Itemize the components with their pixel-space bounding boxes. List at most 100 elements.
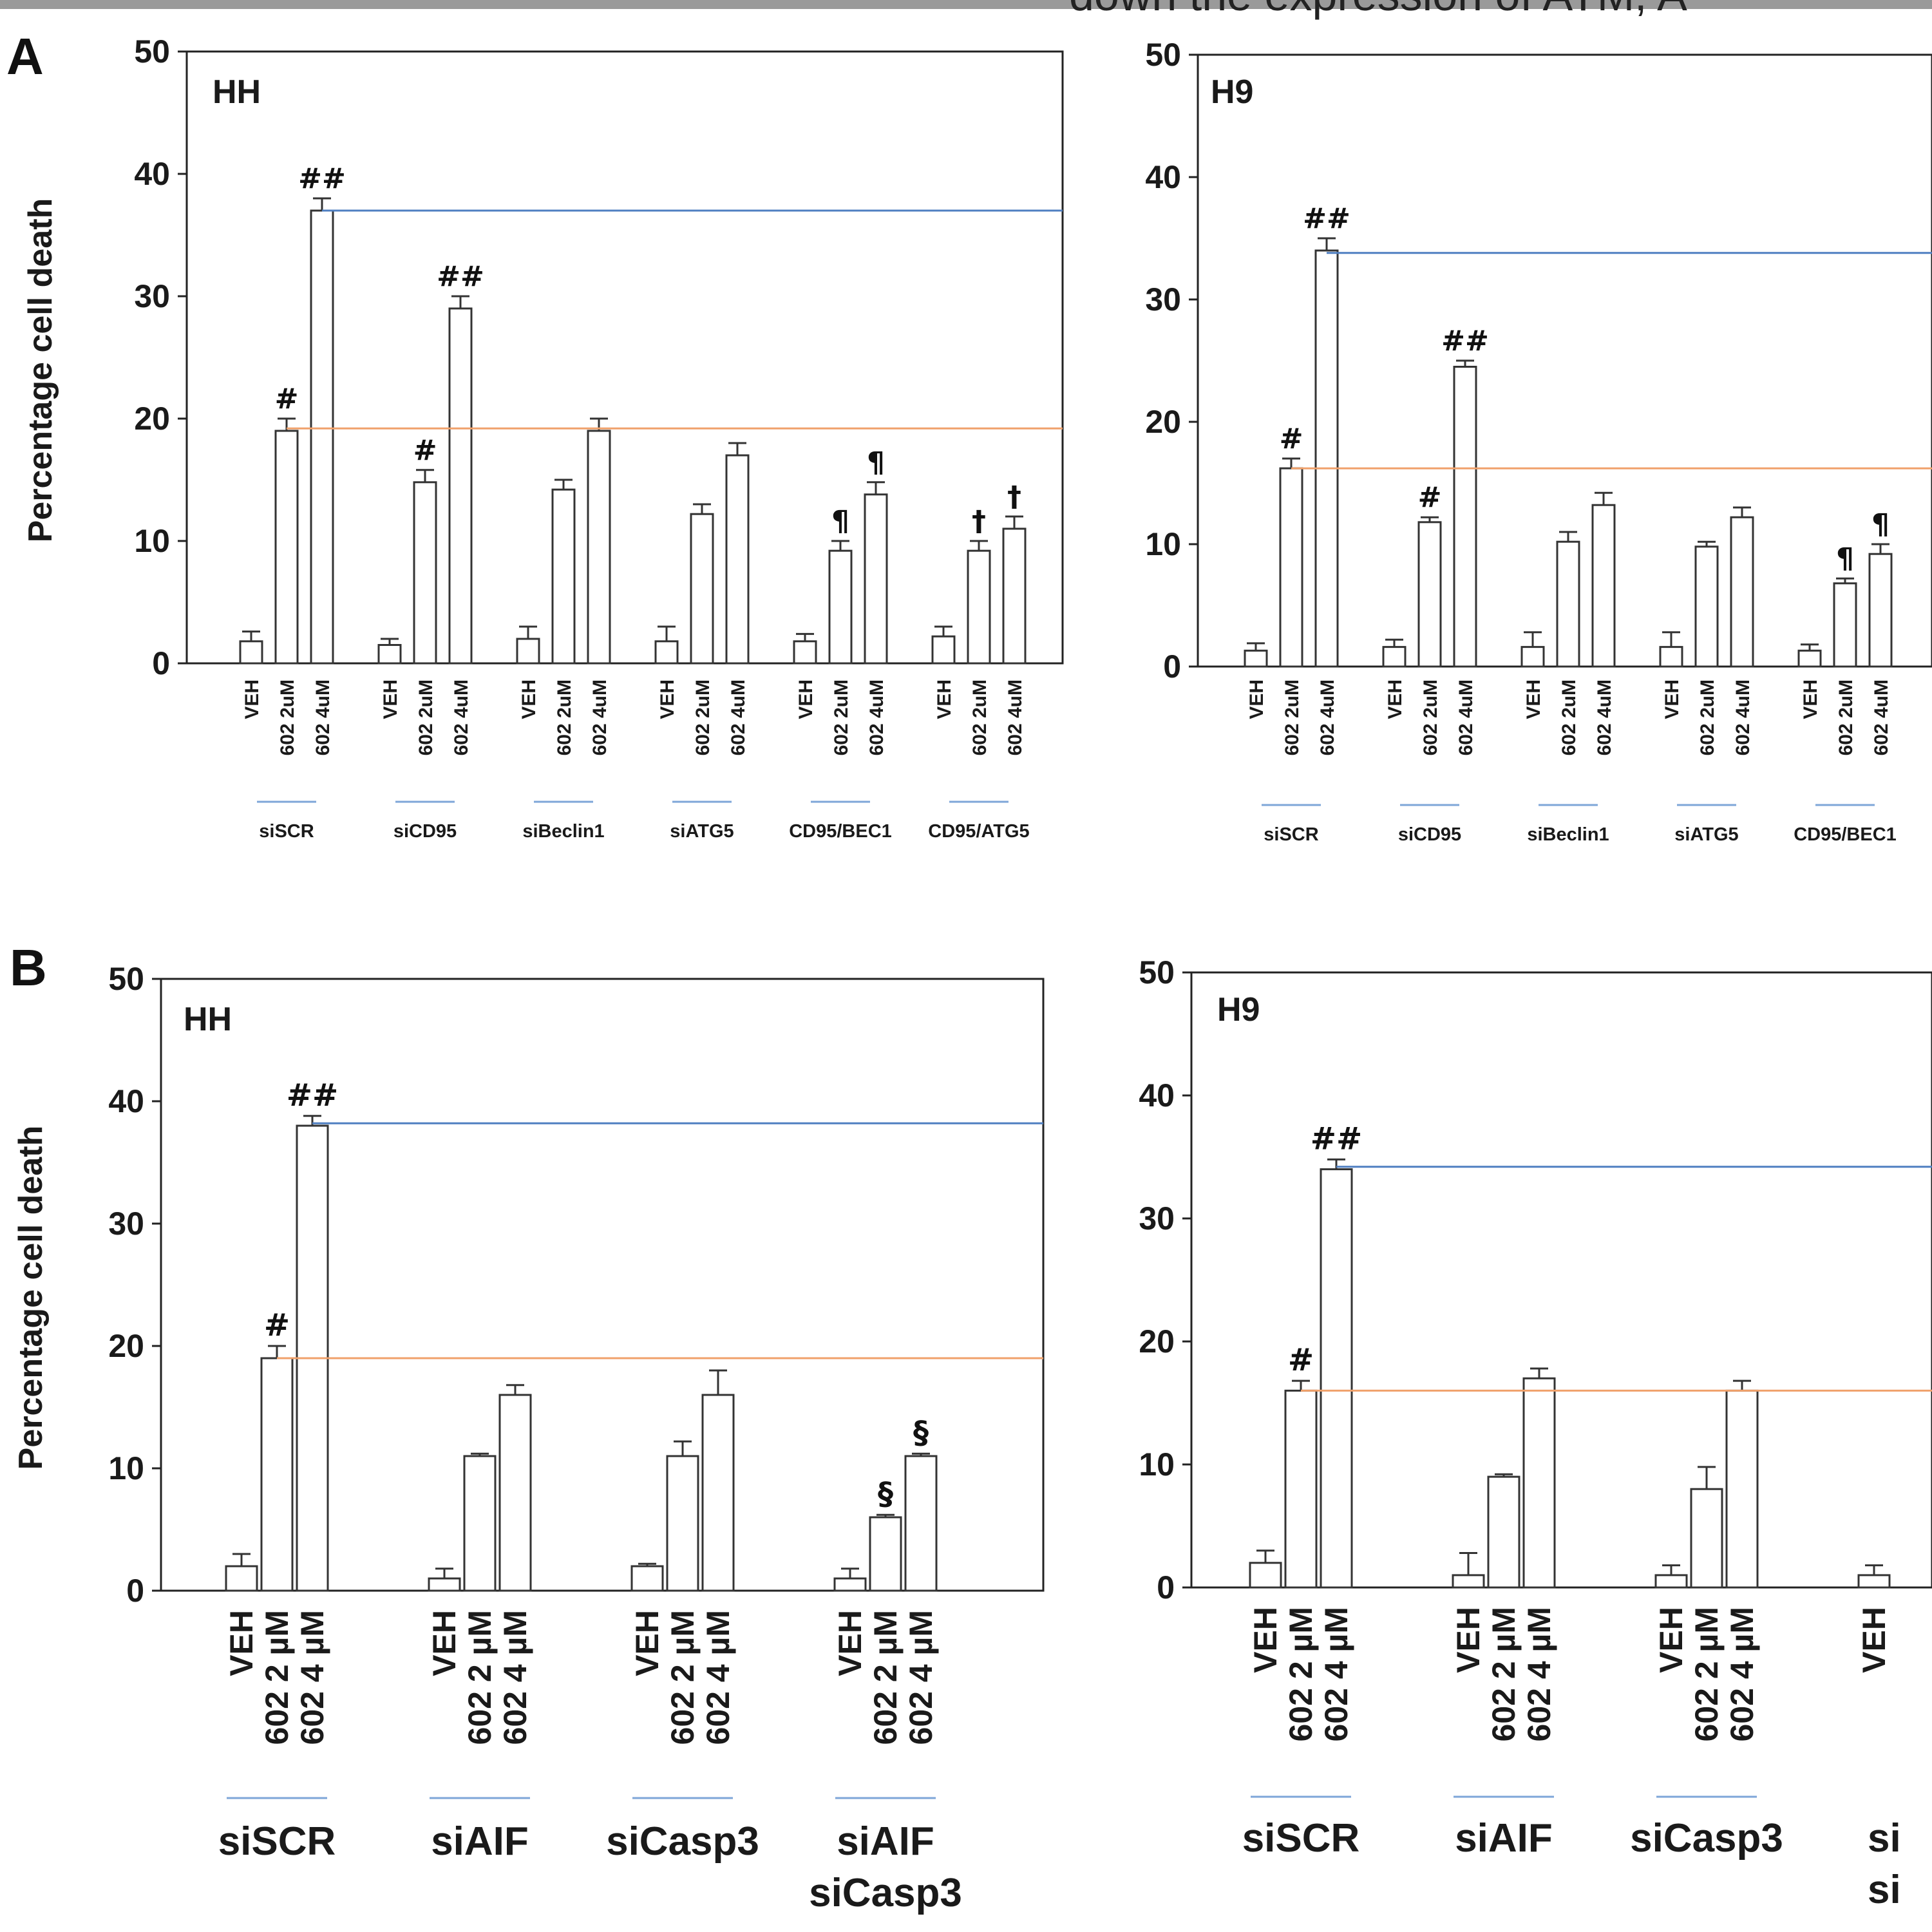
y-tick-label: 20: [108, 1328, 144, 1364]
group-label-line2: si: [1868, 1868, 1901, 1912]
condition-label: VEH: [934, 679, 955, 719]
bar: [260, 1357, 294, 1592]
bar: [310, 209, 334, 665]
significance-mark: ¶: [867, 446, 885, 479]
panel-letter: B: [10, 939, 47, 996]
significance-mark: †: [1007, 480, 1021, 513]
significance-mark: ¶: [831, 505, 849, 538]
significance-mark: #: [275, 383, 299, 415]
group-label-line: siSCR: [259, 821, 314, 842]
condition-label: 602 4uM: [312, 679, 334, 755]
condition-label: VEH: [518, 679, 540, 719]
condition-label: 602 4uM: [1594, 679, 1615, 755]
bar: [701, 1394, 735, 1592]
condition-label: 602 2uM: [554, 679, 575, 755]
y-tick-label: 40: [1145, 159, 1181, 195]
chart-panel-3: 0 10 20 30 40 50 Percentage cell death B HH VEH #6…: [10, 939, 1045, 1915]
bar: [1452, 1574, 1485, 1589]
condition-label: VEH: [242, 679, 263, 719]
condition-label: 602 4 µM: [1521, 1607, 1557, 1741]
group-label-line: siCasp3: [809, 1871, 962, 1915]
y-axis-label: Percentage cell death: [22, 198, 59, 543]
bar: [1833, 582, 1857, 668]
group-label-line: CD95/BEC1: [789, 821, 892, 842]
bar: [1591, 504, 1616, 668]
group-label: CD95/BEC1: [1794, 824, 1897, 845]
y-tick-label: 10: [108, 1450, 144, 1486]
group-label: siSCR: [259, 821, 314, 842]
significance-mark: †: [972, 505, 986, 538]
cell-line-label: H9: [1211, 73, 1253, 111]
bar: [1868, 553, 1893, 668]
cell-line-label: HH: [184, 1001, 232, 1038]
bar: [587, 430, 611, 665]
bar: [1659, 646, 1683, 668]
significance-mark: ##: [1311, 1121, 1362, 1157]
bar: [1284, 1389, 1318, 1589]
group-label: siSCR: [1264, 824, 1318, 845]
group-label: siAIF siCasp3: [809, 1819, 962, 1915]
condition-label: VEH: [1800, 679, 1821, 719]
y-tick-label: 10: [134, 523, 170, 559]
bar: [833, 1577, 867, 1592]
group-label-line: CD95/ATG5: [928, 821, 1029, 842]
condition-label: 602 2 µM: [1689, 1607, 1725, 1741]
y-tick-label: 0: [1157, 1569, 1175, 1605]
y-tick-label: 50: [134, 33, 170, 70]
bar: [725, 454, 750, 665]
significance-mark: #: [1418, 481, 1442, 514]
condition-label: 602 2uM: [415, 679, 437, 755]
cell-line-label: H9: [1217, 991, 1260, 1028]
cell-line-label: HH: [213, 73, 261, 111]
condition-label: VEH: [1523, 679, 1544, 719]
bar: [1002, 527, 1027, 665]
significance-mark: #: [264, 1307, 290, 1343]
condition-label: VEH: [629, 1610, 665, 1676]
bar: [1690, 1488, 1723, 1589]
bar: [239, 640, 263, 665]
y-tick-label: 0: [1163, 649, 1181, 685]
condition-label: 602 4uM: [1732, 679, 1754, 755]
bar: [1725, 1389, 1759, 1589]
group-label: siATG5: [670, 821, 734, 842]
condition-label: 602 4 µM: [700, 1610, 736, 1745]
group-label: siCD95: [393, 821, 457, 842]
bar: [463, 1455, 497, 1592]
condition-label: 602 4uM: [728, 679, 749, 755]
bar: [413, 481, 437, 665]
group-label-line: siCD95: [1398, 824, 1461, 845]
plot-frame: [185, 50, 1064, 665]
group-label-line: siAIF: [1455, 1816, 1553, 1861]
condition-label: 602 2 µM: [462, 1610, 498, 1745]
condition-label: 602 2uM: [1558, 679, 1580, 755]
y-tick-label: 30: [108, 1206, 144, 1242]
group-label: siBeclin1: [522, 821, 604, 842]
condition-label: VEH: [426, 1610, 462, 1676]
significance-mark: #: [1280, 422, 1303, 455]
bar: [1417, 521, 1442, 668]
condition-label: 602 2uM: [1835, 679, 1857, 755]
condition-label: 602 2uM: [831, 679, 852, 755]
group-label: siCasp3: [1630, 1816, 1783, 1861]
bar: [516, 638, 540, 665]
condition-label: 602 2 µM: [1486, 1607, 1522, 1741]
condition-label: 602 2uM: [277, 679, 298, 755]
bar: [1522, 1377, 1556, 1589]
bar: [498, 1394, 532, 1592]
header-text-fragment: down the expression of ATM, A: [1069, 0, 1687, 21]
bar: [1694, 545, 1719, 668]
significance-mark: ##: [1303, 202, 1350, 235]
y-tick-label: 30: [134, 278, 170, 314]
bar: [1857, 1574, 1891, 1589]
condition-label: 602 4uM: [866, 679, 887, 755]
condition-label: 602 4uM: [451, 679, 472, 755]
significance-mark: ##: [1441, 325, 1489, 357]
bar: [904, 1455, 938, 1592]
bar: [1556, 540, 1580, 668]
condition-label: VEH: [1246, 679, 1267, 719]
bar: [1520, 646, 1545, 668]
chart-panel-2: 0 10 20 30 40 50 H9 VEH #602 2uM ## 602 4uM siSCR VE…: [1145, 37, 1932, 845]
group-label-line: siAIF: [837, 1819, 934, 1864]
y-tick-label: 20: [1145, 404, 1181, 440]
y-tick-label: 30: [1139, 1200, 1175, 1236]
